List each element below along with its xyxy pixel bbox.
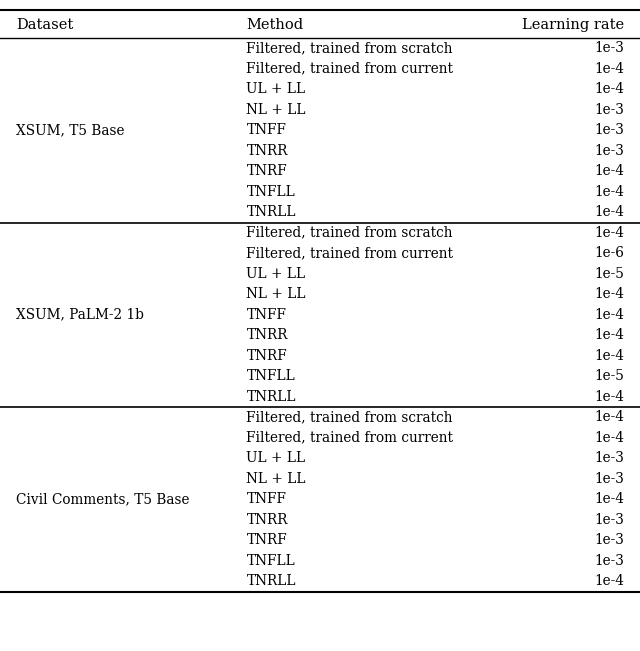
Text: TNRF: TNRF [246, 533, 287, 547]
Text: 1e-4: 1e-4 [594, 574, 624, 589]
Text: XSUM, PaLM-2 1b: XSUM, PaLM-2 1b [16, 308, 144, 322]
Text: TNRLL: TNRLL [246, 205, 296, 219]
Text: 1e-4: 1e-4 [594, 410, 624, 424]
Text: Civil Comments, T5 Base: Civil Comments, T5 Base [16, 492, 189, 506]
Text: 1e-4: 1e-4 [594, 205, 624, 219]
Text: 1e-3: 1e-3 [594, 103, 624, 117]
Text: UL + LL: UL + LL [246, 267, 305, 281]
Text: Filtered, trained from current: Filtered, trained from current [246, 246, 453, 260]
Text: TNFLL: TNFLL [246, 369, 295, 383]
Text: TNRF: TNRF [246, 349, 287, 363]
Text: NL + LL: NL + LL [246, 287, 306, 301]
Text: 1e-3: 1e-3 [594, 451, 624, 465]
Text: TNRR: TNRR [246, 513, 288, 527]
Text: 1e-3: 1e-3 [594, 533, 624, 547]
Text: TNFLL: TNFLL [246, 185, 295, 199]
Text: Filtered, trained from current: Filtered, trained from current [246, 62, 453, 76]
Text: Method: Method [246, 18, 303, 31]
Text: 1e-3: 1e-3 [594, 144, 624, 158]
Text: TNFF: TNFF [246, 308, 287, 322]
Text: TNRR: TNRR [246, 328, 288, 342]
Text: UL + LL: UL + LL [246, 451, 305, 465]
Text: Filtered, trained from current: Filtered, trained from current [246, 431, 453, 445]
Text: TNRF: TNRF [246, 164, 287, 178]
Text: Learning rate: Learning rate [522, 18, 624, 31]
Text: TNRLL: TNRLL [246, 574, 296, 589]
Text: 1e-3: 1e-3 [594, 513, 624, 527]
Text: UL + LL: UL + LL [246, 82, 305, 96]
Text: 1e-4: 1e-4 [594, 492, 624, 506]
Text: TNRR: TNRR [246, 144, 288, 158]
Text: NL + LL: NL + LL [246, 103, 306, 117]
Text: XSUM, T5 Base: XSUM, T5 Base [16, 123, 125, 137]
Text: Filtered, trained from scratch: Filtered, trained from scratch [246, 41, 453, 55]
Text: 1e-3: 1e-3 [594, 554, 624, 568]
Text: 1e-4: 1e-4 [594, 185, 624, 199]
Text: Filtered, trained from scratch: Filtered, trained from scratch [246, 410, 453, 424]
Text: 1e-4: 1e-4 [594, 390, 624, 404]
Text: TNFF: TNFF [246, 492, 287, 506]
Text: 1e-3: 1e-3 [594, 41, 624, 55]
Text: 1e-4: 1e-4 [594, 349, 624, 363]
Text: 1e-4: 1e-4 [594, 164, 624, 178]
Text: 1e-5: 1e-5 [594, 267, 624, 281]
Text: 1e-4: 1e-4 [594, 62, 624, 76]
Text: 1e-3: 1e-3 [594, 123, 624, 137]
Text: 1e-4: 1e-4 [594, 308, 624, 322]
Text: 1e-4: 1e-4 [594, 328, 624, 342]
Text: 1e-6: 1e-6 [594, 246, 624, 260]
Text: 1e-4: 1e-4 [594, 431, 624, 445]
Text: 1e-5: 1e-5 [594, 369, 624, 383]
Text: Filtered, trained from scratch: Filtered, trained from scratch [246, 226, 453, 240]
Text: TNFLL: TNFLL [246, 554, 295, 568]
Text: 1e-4: 1e-4 [594, 287, 624, 301]
Text: TNFF: TNFF [246, 123, 287, 137]
Text: 1e-3: 1e-3 [594, 472, 624, 486]
Text: NL + LL: NL + LL [246, 472, 306, 486]
Text: 1e-4: 1e-4 [594, 82, 624, 96]
Text: 1e-4: 1e-4 [594, 226, 624, 240]
Text: Dataset: Dataset [16, 18, 73, 31]
Text: TNRLL: TNRLL [246, 390, 296, 404]
